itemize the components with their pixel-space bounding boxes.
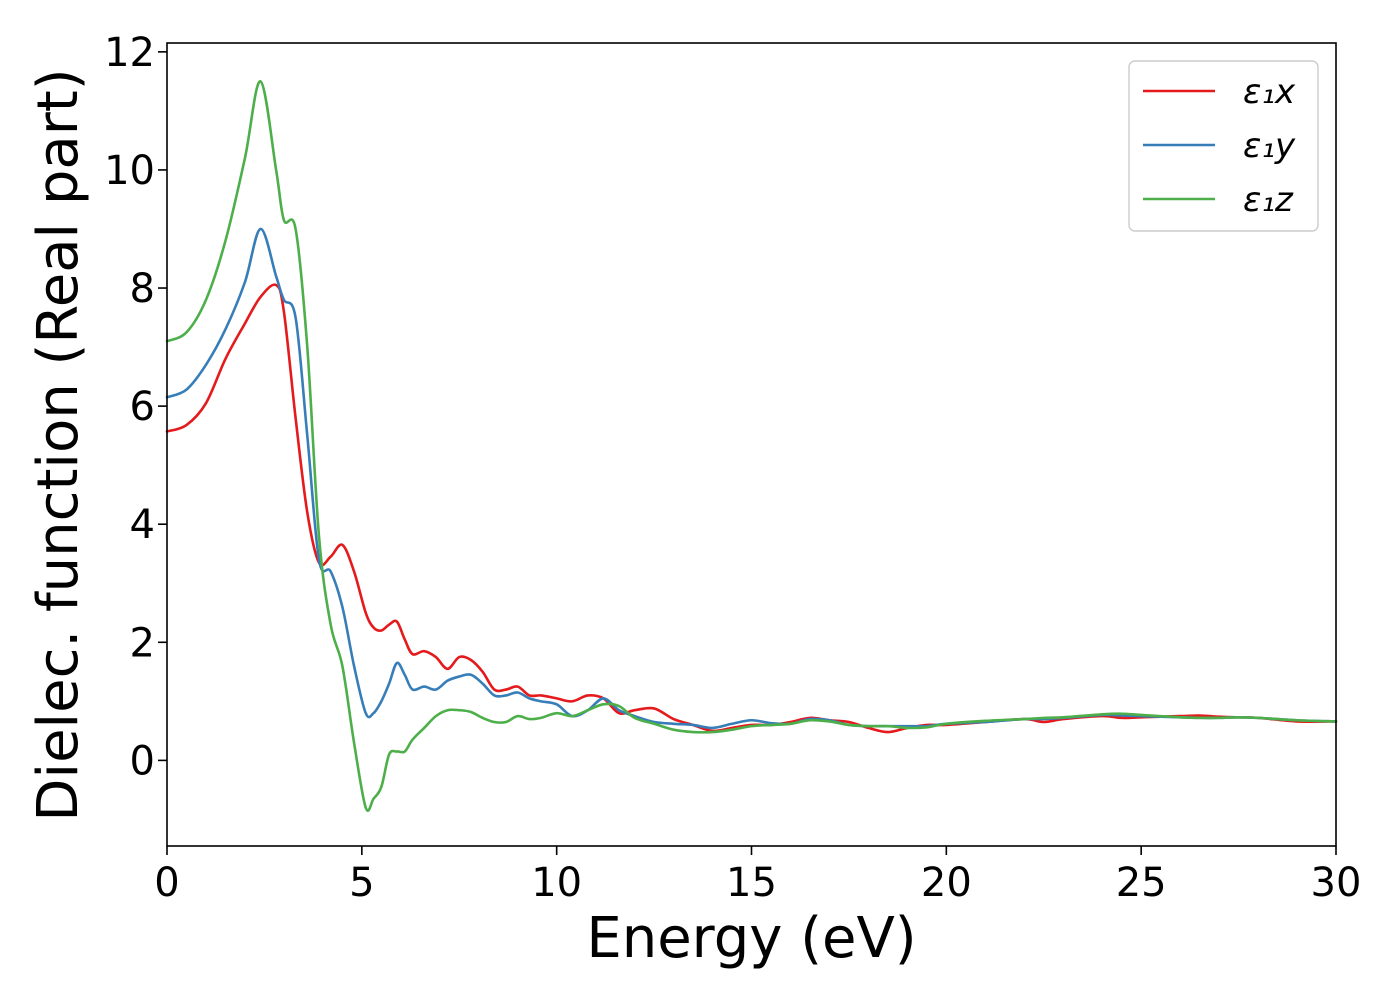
x-tick-label: 10	[531, 860, 582, 906]
series-layer	[165, 80, 1338, 812]
ticks-layer: 0 5 10 15 20 25 30 0 2 4 6 8 10 12	[104, 30, 1361, 906]
legend-box	[1128, 60, 1319, 232]
x-axis-label: Energy (eV)	[586, 906, 916, 971]
series-line-3	[165, 80, 1338, 812]
x-tick-label: 15	[726, 860, 777, 906]
y-tick-label: 12	[104, 30, 155, 76]
legend-label-1: ε₁x	[1243, 72, 1296, 112]
y-tick-label: 6	[130, 384, 155, 430]
legend-label-3: ε₁z	[1243, 180, 1294, 220]
y-axis-label: Dielec. function (Real part)	[26, 68, 91, 821]
series-line-1	[165, 283, 1338, 734]
x-tick-label: 25	[1116, 860, 1167, 906]
y-tick-label: 2	[130, 620, 155, 666]
x-tick-label: 30	[1311, 860, 1362, 906]
series-line-2	[165, 227, 1338, 730]
y-tick-label: 10	[104, 148, 155, 194]
y-tick-label: 0	[130, 738, 155, 784]
legend: ε₁x ε₁y ε₁z	[1128, 60, 1319, 232]
x-tick-label: 0	[154, 860, 179, 906]
y-tick-label: 8	[130, 266, 155, 312]
x-tick-label: 20	[921, 860, 972, 906]
x-tick-label: 5	[349, 860, 374, 906]
y-tick-label: 4	[130, 502, 155, 548]
legend-label-2: ε₁y	[1243, 126, 1296, 166]
